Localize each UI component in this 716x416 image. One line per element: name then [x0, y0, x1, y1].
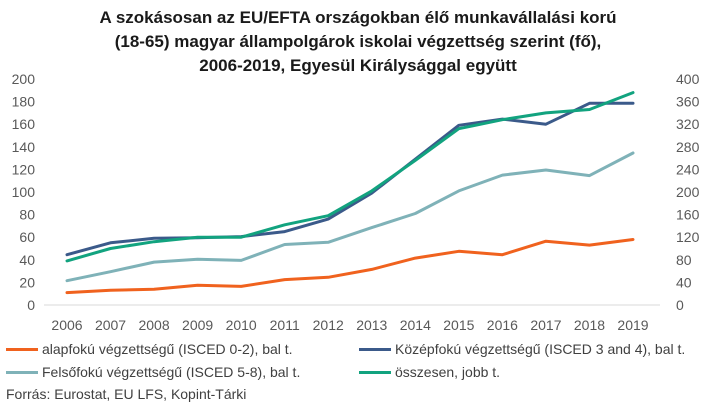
legend-swatch: [359, 370, 391, 374]
y-left-tick-label: 40: [19, 252, 35, 268]
series-line-4: [65, 91, 635, 263]
y-right-tick-label: 160: [676, 207, 700, 223]
y-left-tick-label: 20: [19, 274, 35, 290]
x-tick-label: 2008: [138, 317, 169, 333]
series-lines: [65, 91, 635, 295]
x-axis: 2006 2007 2008 2009 2010 2011 2012 2013 2014 2015…: [51, 317, 648, 333]
chart-title-line-3: 2006-2019, Egyesül Királysággal együtt: [199, 56, 517, 75]
y-right-tick-label: 240: [676, 161, 700, 177]
legend-label: Középfokú végzettségű (ISCED 3 and 4), b…: [395, 341, 686, 357]
y-right-tick-label: 200: [676, 184, 700, 200]
y-right-tick-label: 360: [676, 94, 700, 110]
x-tick-label: 2011: [270, 317, 300, 333]
source-note: Forrás: Eurostat, EU LFS, Kopint-Tárki: [6, 386, 247, 402]
legend-label: Felsőfokú végzettségű (ISCED 5-8), bal t…: [42, 364, 301, 380]
legend-swatch: [359, 347, 391, 351]
legend-item-felsofoku: Felsőfokú végzettségű (ISCED 5-8), bal t…: [6, 363, 300, 381]
y-left-tick-label: 100: [12, 184, 36, 200]
x-tick-label: 2019: [617, 317, 648, 333]
legend-label: alapfokú végzettségű (ISCED 0-2), bal t.: [42, 341, 293, 357]
chart-title: A szokásosan az EU/EFTA országokban élő …: [0, 6, 716, 78]
chart-title-line-1: A szokásosan az EU/EFTA országokban élő …: [99, 8, 617, 27]
y-left-tick-label: 180: [12, 94, 36, 110]
y-left-tick-label: 160: [12, 116, 36, 132]
legend-swatch: [6, 347, 38, 351]
y-axis-right: 0 40 80 120 160 200 240 280 320 360 400: [676, 71, 700, 313]
y-right-tick-label: 320: [676, 116, 700, 132]
y-right-tick-label: 80: [676, 252, 692, 268]
series-line-2: [65, 101, 635, 257]
x-tick-label: 2017: [530, 317, 561, 333]
y-left-tick-label: 140: [12, 139, 36, 155]
x-tick-label: 2009: [182, 317, 213, 333]
y-right-tick-label: 400: [676, 71, 700, 87]
legend-label: összesen, jobb t.: [395, 364, 501, 380]
legend-item-osszesen: összesen, jobb t.: [359, 363, 500, 381]
y-right-tick-label: 120: [676, 229, 700, 245]
y-left-tick-label: 120: [12, 161, 36, 177]
chart-plot-area: 0 20 40 60 80 100 120 140 160 180 200 0 40 80 120 160 2…: [12, 71, 700, 333]
series-line-1: [65, 238, 635, 295]
y-right-tick-label: 0: [676, 297, 684, 313]
x-tick-label: 2015: [443, 317, 474, 333]
y-right-tick-label: 280: [676, 139, 700, 155]
x-tick-label: 2007: [95, 317, 126, 333]
y-axis-left: 0 20 40 60 80 100 120 140 160 180 200: [12, 71, 36, 313]
series-line-3: [65, 151, 635, 283]
chart-title-line-2: (18-65) magyar állampolgárok iskolai vég…: [114, 32, 602, 51]
x-tick-label: 2018: [574, 317, 605, 333]
legend-item-alapfoku: alapfokú végzettségű (ISCED 0-2), bal t.: [6, 340, 293, 358]
legend-item-kozepfoku: Középfokú végzettségű (ISCED 3 and 4), b…: [359, 340, 685, 358]
y-left-tick-label: 60: [19, 229, 35, 245]
y-right-tick-label: 40: [676, 274, 692, 290]
x-tick-label: 2006: [51, 317, 82, 333]
x-tick-label: 2014: [400, 317, 431, 333]
x-tick-label: 2013: [356, 317, 387, 333]
x-tick-label: 2010: [226, 317, 257, 333]
y-left-tick-label: 200: [12, 71, 36, 87]
y-left-tick-label: 0: [27, 297, 35, 313]
legend-swatch: [6, 370, 38, 374]
y-left-tick-label: 80: [19, 207, 35, 223]
x-tick-label: 2012: [313, 317, 344, 333]
x-tick-label: 2016: [487, 317, 518, 333]
